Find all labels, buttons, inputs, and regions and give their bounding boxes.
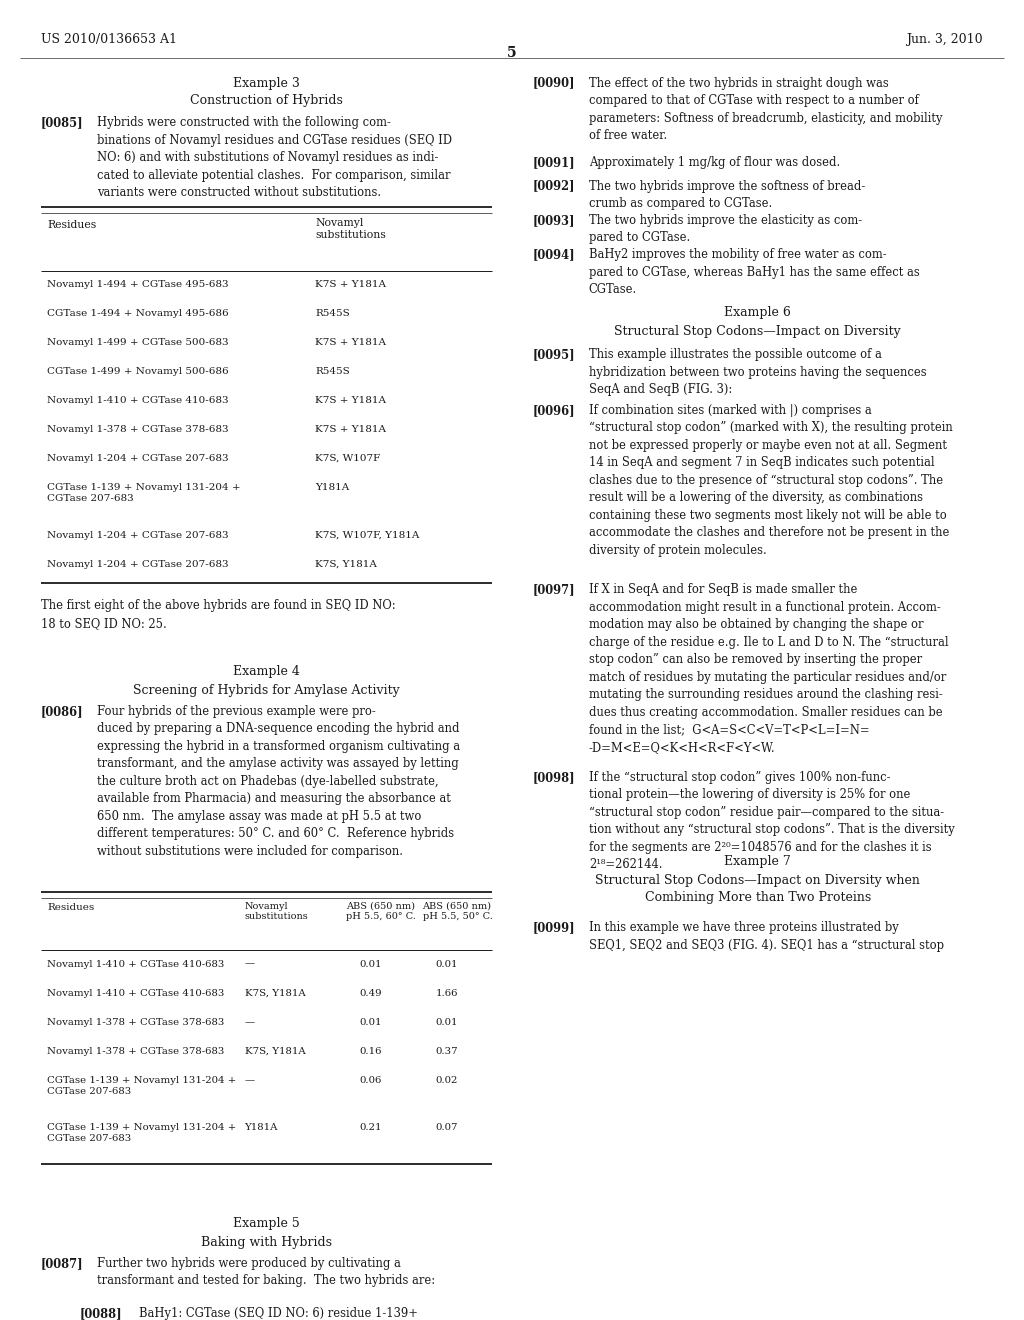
Text: Baking with Hybrids: Baking with Hybrids xyxy=(201,1236,332,1249)
Text: [0093]: [0093] xyxy=(532,214,575,227)
Text: —: — xyxy=(245,960,255,969)
Text: Novamyl 1-410 + CGTase 410-683: Novamyl 1-410 + CGTase 410-683 xyxy=(47,989,224,998)
Text: 0.06: 0.06 xyxy=(359,1076,382,1085)
Text: Novamyl 1-378 + CGTase 378-683: Novamyl 1-378 + CGTase 378-683 xyxy=(47,1018,224,1027)
Text: [0096]: [0096] xyxy=(532,404,575,417)
Text: CGTase 1-494 + Novamyl 495-686: CGTase 1-494 + Novamyl 495-686 xyxy=(47,309,228,318)
Text: US 2010/0136653 A1: US 2010/0136653 A1 xyxy=(41,33,177,46)
Text: CGTase 1-139 + Novamyl 131-204 +
CGTase 207-683: CGTase 1-139 + Novamyl 131-204 + CGTase … xyxy=(47,1123,237,1143)
Text: 0.01: 0.01 xyxy=(436,1018,459,1027)
Text: —: — xyxy=(245,1018,255,1027)
Text: K7S + Y181A: K7S + Y181A xyxy=(315,338,386,347)
Text: Novamyl 1-494 + CGTase 495-683: Novamyl 1-494 + CGTase 495-683 xyxy=(47,280,228,289)
Text: Structural Stop Codons—Impact on Diversity when
Combining More than Two Proteins: Structural Stop Codons—Impact on Diversi… xyxy=(595,874,921,904)
Text: BaHy1: CGTase (SEQ ID NO: 6) residue 1-139+
Novamyl (SEQ ID NO: 17) residue 131-: BaHy1: CGTase (SEQ ID NO: 6) residue 1-1… xyxy=(139,1307,445,1320)
Text: Jun. 3, 2010: Jun. 3, 2010 xyxy=(906,33,983,46)
Text: 5: 5 xyxy=(507,46,517,61)
Text: Novamyl 1-378 + CGTase 378-683: Novamyl 1-378 + CGTase 378-683 xyxy=(47,1047,224,1056)
Text: Approximately 1 mg/kg of flour was dosed.: Approximately 1 mg/kg of flour was dosed… xyxy=(589,156,840,169)
Text: Novamyl 1-204 + CGTase 207-683: Novamyl 1-204 + CGTase 207-683 xyxy=(47,560,228,569)
Text: Construction of Hybrids: Construction of Hybrids xyxy=(189,94,343,107)
Text: Further two hybrids were produced by cultivating a
transformant and tested for b: Further two hybrids were produced by cul… xyxy=(97,1257,435,1287)
Text: The two hybrids improve the softness of bread-
crumb as compared to CGTase.: The two hybrids improve the softness of … xyxy=(589,180,865,210)
Text: [0098]: [0098] xyxy=(532,771,575,784)
Text: K7S + Y181A: K7S + Y181A xyxy=(315,396,386,405)
Text: 0.37: 0.37 xyxy=(436,1047,459,1056)
Text: Example 5: Example 5 xyxy=(232,1217,300,1230)
Text: ABS (650 nm)
pH 5.5, 50° C.: ABS (650 nm) pH 5.5, 50° C. xyxy=(423,902,493,921)
Text: 0.02: 0.02 xyxy=(436,1076,458,1085)
Text: [0095]: [0095] xyxy=(532,348,575,362)
Text: BaHy2 improves the mobility of free water as com-
pared to CGTase, whereas BaHy1: BaHy2 improves the mobility of free wate… xyxy=(589,248,920,296)
Text: Hybrids were constructed with the following com-
binations of Novamyl residues a: Hybrids were constructed with the follow… xyxy=(97,116,453,199)
Text: Novamyl 1-410 + CGTase 410-683: Novamyl 1-410 + CGTase 410-683 xyxy=(47,396,228,405)
Text: 0.21: 0.21 xyxy=(359,1123,382,1133)
Text: If the “structural stop codon” gives 100% non-func-
tional protein—the lowering : If the “structural stop codon” gives 100… xyxy=(589,771,954,871)
Text: K7S, W107F, Y181A: K7S, W107F, Y181A xyxy=(315,531,420,540)
Text: Novamyl 1-410 + CGTase 410-683: Novamyl 1-410 + CGTase 410-683 xyxy=(47,960,224,969)
Text: [0099]: [0099] xyxy=(532,921,575,935)
Text: Example 3: Example 3 xyxy=(232,77,300,90)
Text: If combination sites (marked with |) comprises a
“structural stop codon” (marked: If combination sites (marked with |) com… xyxy=(589,404,952,557)
Text: R545S: R545S xyxy=(315,309,350,318)
Text: [0092]: [0092] xyxy=(532,180,575,193)
Text: Novamyl 1-204 + CGTase 207-683: Novamyl 1-204 + CGTase 207-683 xyxy=(47,531,228,540)
Text: 0.01: 0.01 xyxy=(436,960,459,969)
Text: —: — xyxy=(245,1076,255,1085)
Text: K7S, Y181A: K7S, Y181A xyxy=(245,1047,305,1056)
Text: Novamyl
substitutions: Novamyl substitutions xyxy=(315,218,386,240)
Text: K7S, Y181A: K7S, Y181A xyxy=(315,560,377,569)
Text: Novamyl 1-204 + CGTase 207-683: Novamyl 1-204 + CGTase 207-683 xyxy=(47,454,228,463)
Text: CGTase 1-139 + Novamyl 131-204 +
CGTase 207-683: CGTase 1-139 + Novamyl 131-204 + CGTase … xyxy=(47,1076,237,1096)
Text: Novamyl
substitutions: Novamyl substitutions xyxy=(245,902,308,921)
Text: The first eight of the above hybrids are found in SEQ ID NO:
18 to SEQ ID NO: 25: The first eight of the above hybrids are… xyxy=(41,599,395,630)
Text: [0090]: [0090] xyxy=(532,77,575,90)
Text: Four hybrids of the previous example were pro-
duced by preparing a DNA-sequence: Four hybrids of the previous example wer… xyxy=(97,705,461,858)
Text: R545S: R545S xyxy=(315,367,350,376)
Text: ABS (650 nm)
pH 5.5, 60° C.: ABS (650 nm) pH 5.5, 60° C. xyxy=(346,902,416,921)
Text: CGTase 1-139 + Novamyl 131-204 +
CGTase 207-683: CGTase 1-139 + Novamyl 131-204 + CGTase … xyxy=(47,483,241,503)
Text: 1.66: 1.66 xyxy=(436,989,459,998)
Text: [0091]: [0091] xyxy=(532,156,575,169)
Text: Y181A: Y181A xyxy=(315,483,349,492)
Text: Y181A: Y181A xyxy=(245,1123,279,1133)
Text: [0086]: [0086] xyxy=(41,705,84,718)
Text: In this example we have three proteins illustrated by
SEQ1, SEQ2 and SEQ3 (FIG. : In this example we have three proteins i… xyxy=(589,921,944,952)
Text: The effect of the two hybrids in straight dough was
compared to that of CGTase w: The effect of the two hybrids in straigh… xyxy=(589,77,942,143)
Text: Novamyl 1-378 + CGTase 378-683: Novamyl 1-378 + CGTase 378-683 xyxy=(47,425,228,434)
Text: Residues: Residues xyxy=(47,903,94,912)
Text: Example 4: Example 4 xyxy=(232,665,300,678)
Text: 0.49: 0.49 xyxy=(359,989,382,998)
Text: [0088]: [0088] xyxy=(80,1307,123,1320)
Text: [0094]: [0094] xyxy=(532,248,575,261)
Text: This example illustrates the possible outcome of a
hybridization between two pro: This example illustrates the possible ou… xyxy=(589,348,927,396)
Text: Example 7: Example 7 xyxy=(724,855,792,869)
Text: CGTase 1-499 + Novamyl 500-686: CGTase 1-499 + Novamyl 500-686 xyxy=(47,367,228,376)
Text: 0.16: 0.16 xyxy=(359,1047,382,1056)
Text: Residues: Residues xyxy=(47,220,96,231)
Text: If X in SeqA and for SeqB is made smaller the
accommodation might result in a fu: If X in SeqA and for SeqB is made smalle… xyxy=(589,583,948,754)
Text: 0.07: 0.07 xyxy=(436,1123,459,1133)
Text: Structural Stop Codons—Impact on Diversity: Structural Stop Codons—Impact on Diversi… xyxy=(614,325,901,338)
Text: [0087]: [0087] xyxy=(41,1257,84,1270)
Text: The two hybrids improve the elasticity as com-
pared to CGTase.: The two hybrids improve the elasticity a… xyxy=(589,214,862,244)
Text: K7S + Y181A: K7S + Y181A xyxy=(315,425,386,434)
Text: Screening of Hybrids for Amylase Activity: Screening of Hybrids for Amylase Activit… xyxy=(133,684,399,697)
Text: [0097]: [0097] xyxy=(532,583,575,597)
Text: 0.01: 0.01 xyxy=(359,1018,382,1027)
Text: K7S, W107F: K7S, W107F xyxy=(315,454,381,463)
Text: Novamyl 1-499 + CGTase 500-683: Novamyl 1-499 + CGTase 500-683 xyxy=(47,338,228,347)
Text: K7S + Y181A: K7S + Y181A xyxy=(315,280,386,289)
Text: 0.01: 0.01 xyxy=(359,960,382,969)
Text: [0085]: [0085] xyxy=(41,116,84,129)
Text: Example 6: Example 6 xyxy=(724,306,792,319)
Text: K7S, Y181A: K7S, Y181A xyxy=(245,989,305,998)
